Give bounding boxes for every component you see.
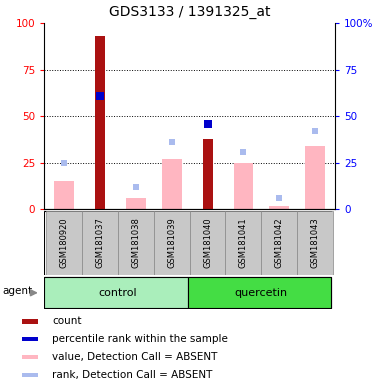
- FancyBboxPatch shape: [154, 211, 190, 275]
- Bar: [54, 181, 74, 209]
- Text: GSM181042: GSM181042: [275, 218, 284, 268]
- Bar: [22, 355, 38, 359]
- Bar: [126, 198, 146, 209]
- Text: GSM181038: GSM181038: [131, 217, 140, 268]
- FancyBboxPatch shape: [44, 277, 188, 308]
- Bar: [22, 337, 38, 341]
- Text: quercetin: quercetin: [235, 288, 288, 298]
- Text: agent: agent: [2, 286, 32, 296]
- Text: value, Detection Call = ABSENT: value, Detection Call = ABSENT: [52, 352, 218, 362]
- Bar: [95, 36, 105, 209]
- FancyBboxPatch shape: [46, 211, 82, 275]
- Text: GSM181041: GSM181041: [239, 218, 248, 268]
- Bar: [234, 163, 253, 209]
- Text: control: control: [99, 288, 137, 298]
- Text: percentile rank within the sample: percentile rank within the sample: [52, 334, 228, 344]
- Bar: [162, 159, 182, 209]
- Text: GSM181039: GSM181039: [167, 217, 176, 268]
- Bar: [270, 205, 289, 209]
- FancyBboxPatch shape: [82, 211, 118, 275]
- Bar: [22, 372, 38, 377]
- Text: GSM181043: GSM181043: [311, 217, 320, 268]
- Bar: [305, 146, 325, 209]
- Text: rank, Detection Call = ABSENT: rank, Detection Call = ABSENT: [52, 370, 213, 380]
- FancyBboxPatch shape: [226, 211, 261, 275]
- Bar: [203, 139, 213, 209]
- FancyBboxPatch shape: [44, 211, 331, 275]
- FancyBboxPatch shape: [118, 211, 154, 275]
- Title: GDS3133 / 1391325_at: GDS3133 / 1391325_at: [109, 5, 270, 19]
- FancyBboxPatch shape: [297, 211, 333, 275]
- FancyBboxPatch shape: [261, 211, 297, 275]
- FancyBboxPatch shape: [190, 211, 226, 275]
- Bar: [22, 319, 38, 324]
- Text: GSM181040: GSM181040: [203, 218, 212, 268]
- Text: GSM180920: GSM180920: [60, 218, 69, 268]
- Text: count: count: [52, 316, 82, 326]
- FancyBboxPatch shape: [44, 277, 331, 308]
- FancyBboxPatch shape: [188, 277, 331, 308]
- Text: GSM181037: GSM181037: [95, 217, 104, 268]
